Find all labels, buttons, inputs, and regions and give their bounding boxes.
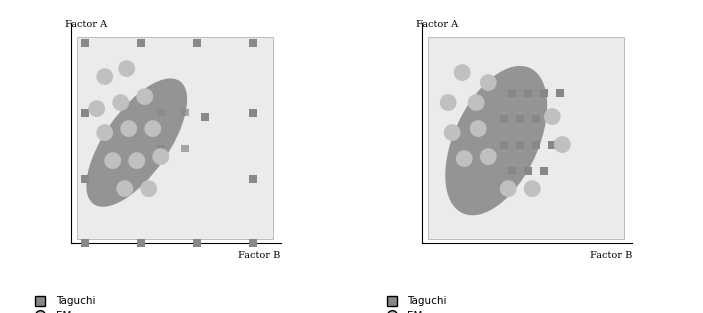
- Circle shape: [153, 148, 169, 165]
- Circle shape: [141, 180, 157, 197]
- Bar: [81, 38, 89, 47]
- Circle shape: [456, 150, 472, 167]
- Bar: [524, 89, 532, 97]
- Text: Factor A: Factor A: [416, 19, 458, 28]
- Circle shape: [104, 152, 121, 169]
- Bar: [508, 89, 516, 97]
- Bar: [556, 89, 565, 97]
- Bar: [136, 38, 145, 47]
- Bar: [249, 38, 257, 47]
- Bar: [548, 141, 556, 149]
- Bar: [157, 145, 165, 152]
- Bar: [501, 141, 508, 149]
- Circle shape: [480, 74, 496, 91]
- Circle shape: [480, 148, 496, 165]
- Circle shape: [96, 124, 113, 141]
- Bar: [532, 141, 541, 149]
- Text: Factor B: Factor B: [590, 251, 632, 260]
- Bar: [193, 239, 201, 247]
- Bar: [548, 115, 556, 123]
- Circle shape: [112, 94, 129, 111]
- Bar: [201, 113, 209, 121]
- Bar: [81, 239, 89, 247]
- Bar: [249, 239, 257, 247]
- Circle shape: [120, 120, 137, 137]
- Bar: [532, 115, 541, 123]
- Bar: [428, 37, 624, 239]
- Bar: [249, 109, 257, 116]
- Circle shape: [89, 100, 105, 117]
- Bar: [157, 109, 165, 116]
- Bar: [136, 239, 145, 247]
- Circle shape: [116, 180, 133, 197]
- Bar: [541, 167, 548, 175]
- Circle shape: [467, 94, 484, 111]
- Circle shape: [500, 180, 517, 197]
- Bar: [516, 115, 524, 123]
- Ellipse shape: [445, 66, 547, 215]
- Circle shape: [454, 64, 470, 81]
- Circle shape: [524, 180, 541, 197]
- Circle shape: [554, 136, 571, 153]
- Circle shape: [118, 60, 135, 77]
- Circle shape: [96, 68, 113, 85]
- Circle shape: [444, 124, 460, 141]
- Circle shape: [129, 152, 145, 169]
- Bar: [524, 167, 532, 175]
- Bar: [516, 141, 524, 149]
- Ellipse shape: [86, 79, 187, 207]
- Bar: [181, 145, 188, 152]
- Legend: Taguchi, EM: Taguchi, EM: [26, 292, 100, 313]
- Text: Factor A: Factor A: [65, 19, 107, 28]
- Bar: [81, 109, 89, 116]
- Circle shape: [144, 120, 161, 137]
- Bar: [249, 175, 257, 182]
- Legend: Taguchi, EM: Taguchi, EM: [378, 292, 451, 313]
- Circle shape: [440, 94, 457, 111]
- Bar: [541, 89, 548, 97]
- Bar: [501, 115, 508, 123]
- Bar: [77, 37, 273, 239]
- Circle shape: [470, 120, 486, 137]
- Bar: [181, 109, 188, 116]
- Bar: [81, 175, 89, 182]
- Circle shape: [544, 108, 561, 125]
- Bar: [508, 167, 516, 175]
- Bar: [193, 38, 201, 47]
- Text: Factor B: Factor B: [238, 251, 280, 260]
- Circle shape: [136, 88, 153, 105]
